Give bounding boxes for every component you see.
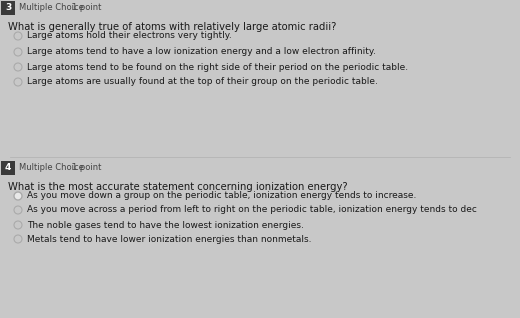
Text: Large atoms tend to be found on the right side of their period on the periodic t: Large atoms tend to be found on the righ…: [27, 63, 408, 72]
Circle shape: [14, 32, 22, 40]
Circle shape: [14, 63, 22, 71]
Text: What is the most accurate statement concerning ionization energy?: What is the most accurate statement conc…: [8, 182, 348, 192]
Circle shape: [14, 78, 22, 86]
Circle shape: [14, 48, 22, 56]
Text: 4: 4: [5, 163, 11, 172]
Circle shape: [14, 206, 22, 214]
Circle shape: [14, 235, 22, 243]
Text: Multiple Choice: Multiple Choice: [19, 163, 84, 172]
Text: Multiple Choice: Multiple Choice: [19, 3, 84, 12]
Text: Metals tend to have lower ionization energies than nonmetals.: Metals tend to have lower ionization ene…: [27, 234, 311, 244]
Circle shape: [14, 221, 22, 229]
Text: Large atoms tend to have a low ionization energy and a low electron affinity.: Large atoms tend to have a low ionizatio…: [27, 47, 376, 57]
Text: The noble gases tend to have the lowest ionization energies.: The noble gases tend to have the lowest …: [27, 220, 304, 230]
Text: Large atoms are usually found at the top of their group on the periodic table.: Large atoms are usually found at the top…: [27, 78, 378, 86]
FancyBboxPatch shape: [1, 1, 15, 15]
Text: What is generally true of atoms with relatively large atomic radii?: What is generally true of atoms with rel…: [8, 22, 336, 32]
Text: 1 point: 1 point: [72, 163, 101, 172]
Text: As you move down a group on the periodic table, ionization energy tends to incre: As you move down a group on the periodic…: [27, 191, 417, 201]
FancyBboxPatch shape: [1, 161, 15, 175]
Text: Large atoms hold their electrons very tightly.: Large atoms hold their electrons very ti…: [27, 31, 232, 40]
Circle shape: [14, 192, 22, 200]
Text: 3: 3: [5, 3, 11, 12]
Text: As you move across a period from left to right on the periodic table, ionization: As you move across a period from left to…: [27, 205, 477, 215]
Text: 1 point: 1 point: [72, 3, 101, 12]
